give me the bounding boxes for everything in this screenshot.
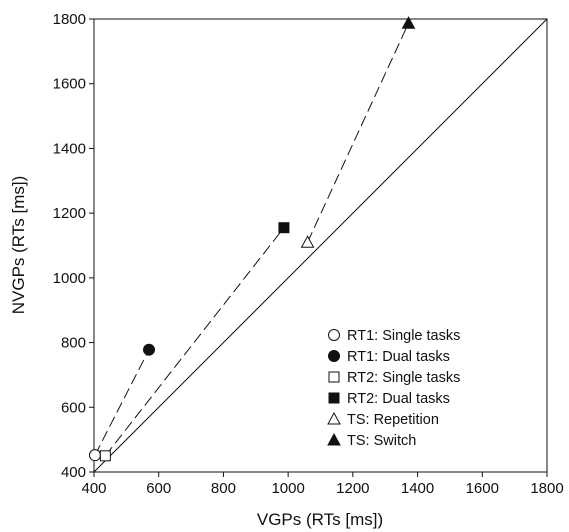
data-point-open-triangle [300, 235, 315, 248]
dashed-connector [307, 22, 409, 243]
legend-label: TS: Repetition [347, 412, 439, 428]
legend: RT1: Single tasks RT1: Dual tasks RT2: Sin… [327, 328, 460, 449]
legend-label: RT2: Single tasks [347, 370, 460, 386]
y-tick-label: 1000 [53, 270, 86, 287]
y-tick-label: 1200 [53, 205, 86, 222]
legend-marker-filled-square [328, 392, 340, 404]
legend-label: TS: Switch [347, 433, 416, 449]
legend-label: RT1: Dual tasks [347, 349, 450, 365]
y-tick-label: 400 [61, 464, 86, 481]
legend-marker-filled-circle [328, 350, 340, 362]
y-tick-label: 1400 [53, 140, 86, 157]
identity-line [93, 18, 548, 473]
x-tick-label: 1200 [336, 480, 369, 497]
data-point-open-square [99, 450, 111, 462]
x-tick-label: 1800 [530, 480, 563, 497]
x-tick-label: 1400 [401, 480, 434, 497]
legend-marker-open-triangle [327, 411, 341, 425]
y-tick-label: 800 [61, 335, 86, 352]
plot-frame [93, 18, 548, 473]
data-point-filled-triangle [401, 16, 416, 29]
legend-label: RT1: Single tasks [347, 328, 460, 344]
y-axis-title: NVGPs (RTs [ms]) [9, 176, 28, 315]
x-tick-label: 1600 [466, 480, 499, 497]
data-point-filled-square [278, 222, 290, 234]
y-tick-label: 1800 [53, 11, 86, 28]
data-point-filled-circle [143, 343, 156, 356]
legend-marker-open-square [328, 371, 340, 383]
y-tick-label: 1600 [53, 76, 86, 93]
legend-marker-open-circle [328, 329, 340, 341]
x-tick-label: 400 [81, 480, 106, 497]
legend-label: RT2: Dual tasks [347, 391, 450, 407]
y-tick-label: 600 [61, 399, 86, 416]
x-tick-label: 600 [146, 480, 171, 497]
x-tick-label: 1000 [271, 480, 304, 497]
data-point-open-circle [88, 449, 101, 462]
x-axis-title: VGPs (RTs [ms]) [257, 510, 383, 529]
dashed-connector [94, 349, 150, 456]
legend-marker-filled-triangle [327, 432, 341, 446]
dashed-connector [104, 227, 285, 457]
x-tick-label: 800 [211, 480, 236, 497]
